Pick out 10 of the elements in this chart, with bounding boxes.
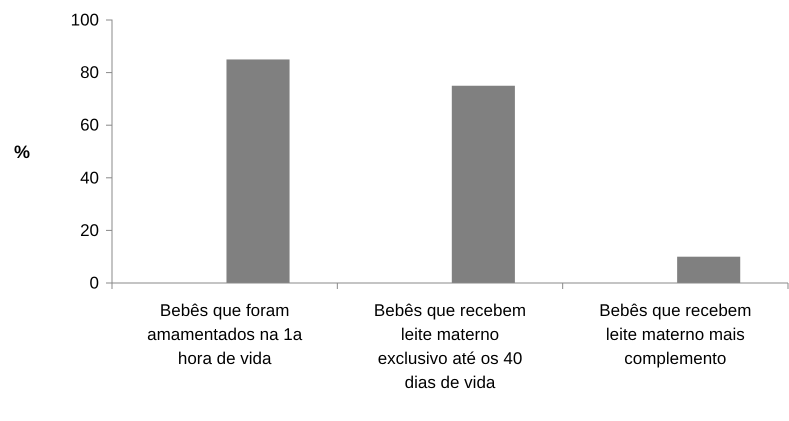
x-tick-label: Bebês que foram amamentados na 1a hora de vida	[147, 301, 303, 368]
y-tick-label: 80	[80, 63, 99, 82]
x-tick-label: Bebês que recebem leite materno exclusivo até os 40 dias de vida	[374, 301, 526, 392]
y-tick-label: 0	[90, 273, 99, 292]
y-tick-label: 100	[70, 10, 99, 30]
x-tick-label: Bebês que recebem leite materno mais complemento	[599, 301, 752, 368]
y-tick-label: 20	[80, 220, 99, 240]
y-tick-label: 60	[80, 116, 99, 135]
y-tick-label: 40	[80, 168, 99, 188]
y-axis-title: %	[14, 142, 30, 162]
